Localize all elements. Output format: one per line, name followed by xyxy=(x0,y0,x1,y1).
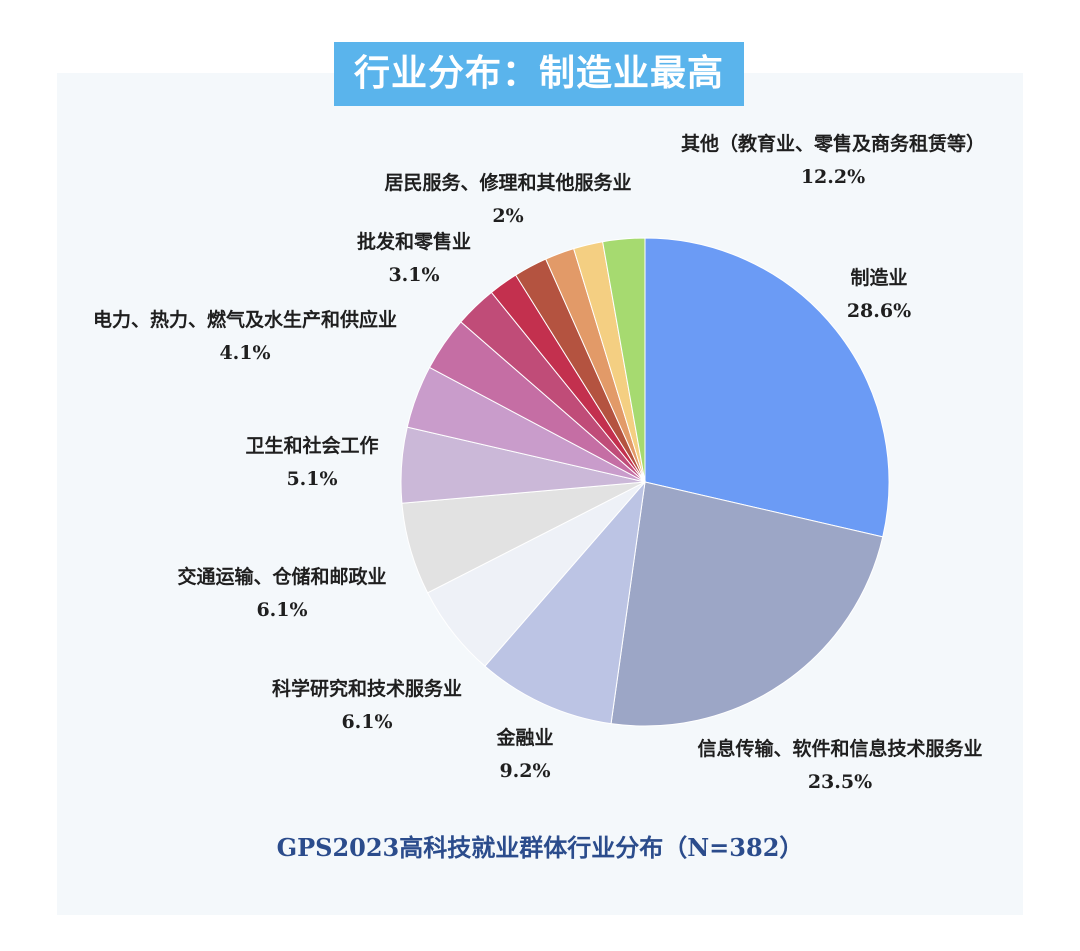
page-title: 行业分布：制造业最高 xyxy=(334,42,744,106)
wedge-it-services xyxy=(610,481,884,727)
slice-label-value: 2% xyxy=(492,205,524,227)
slice-label: 卫生和社会工作 5.1% xyxy=(245,430,378,496)
slice-label-name: 其他（教育业、零售及商务租赁等） xyxy=(680,133,986,155)
slice-label-value: 9.2% xyxy=(499,760,551,782)
slice-label-value: 4.1% xyxy=(219,342,271,364)
wedge-manufacturing xyxy=(644,237,890,538)
slice-label-name: 批发和零售业 xyxy=(356,231,472,253)
slice-label: 制造业 28.6% xyxy=(847,262,911,328)
slice-label-name: 金融业 xyxy=(496,727,554,749)
slice-label-value: 6.1% xyxy=(341,711,393,733)
slice-label-name: 交通运输、仓储和邮政业 xyxy=(177,566,387,588)
wedge-other-5 xyxy=(602,237,646,483)
slice-label-value: 28.6% xyxy=(846,300,912,322)
slice-label-value: 3.1% xyxy=(388,264,440,286)
slice-label-name: 科学研究和技术服务业 xyxy=(271,678,463,700)
slice-label-name: 电力、热力、燃气及水生产和供应业 xyxy=(92,309,398,331)
slice-label-value: 23.5% xyxy=(807,771,873,793)
slice-label-name: 制造业 xyxy=(850,267,908,289)
slice-label: 交通运输、仓储和邮政业 6.1% xyxy=(177,561,386,627)
slice-label-value: 5.1% xyxy=(286,468,338,490)
slice-label: 批发和零售业 3.1% xyxy=(357,226,471,292)
slice-label-name: 信息传输、软件和信息技术服务业 xyxy=(697,738,983,760)
slice-label-name: 卫生和社会工作 xyxy=(245,435,379,457)
slice-label: 金融业 9.2% xyxy=(496,722,553,788)
wedge-finance xyxy=(484,480,646,725)
slice-label: 其他（教育业、零售及商务租赁等） 12.2% xyxy=(681,128,985,194)
slice-label: 居民服务、修理和其他服务业 2% xyxy=(384,167,631,233)
slice-label: 电力、热力、燃气及水生产和供应业 4.1% xyxy=(93,304,397,370)
slice-label-value: 6.1% xyxy=(256,599,308,621)
slice-label-name: 居民服务、修理和其他服务业 xyxy=(384,172,632,194)
slice-label: 科学研究和技术服务业 6.1% xyxy=(272,673,462,739)
chart-subtitle: GPS2023高科技就业群体行业分布（N=382） xyxy=(276,833,804,862)
slice-label: 信息传输、软件和信息技术服务业 23.5% xyxy=(697,733,982,799)
slice-label-value: 12.2% xyxy=(800,166,866,188)
